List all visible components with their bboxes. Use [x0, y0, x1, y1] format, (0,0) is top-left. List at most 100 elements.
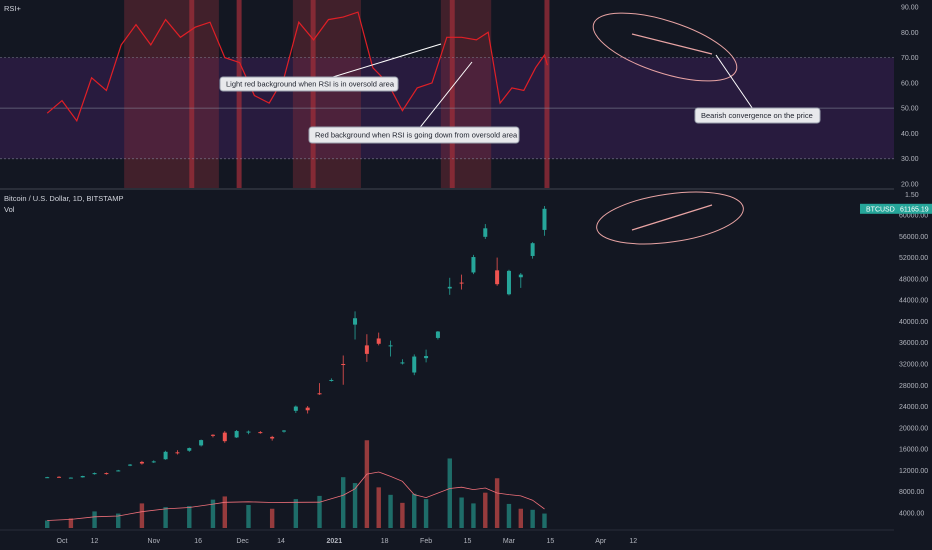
candle-body	[116, 470, 121, 472]
volume-bar	[506, 503, 512, 528]
price-axis-ticks: 60000.00 56000.00 52000.00 48000.00 44000.00…	[899, 213, 928, 518]
price-tick-label: 16000.00	[899, 447, 928, 454]
rsi-annotations: Light red background when RSI is in over…	[219, 12, 821, 144]
time-tick-label: 15	[547, 538, 555, 545]
time-tick-label: Dec	[236, 538, 249, 545]
volume-bar	[459, 497, 464, 528]
pane-separator[interactable]	[0, 188, 932, 190]
candle-body	[376, 338, 381, 344]
volume-bar	[388, 494, 393, 528]
time-scale-background	[0, 530, 932, 550]
candle-body	[317, 393, 322, 395]
volume-bar	[447, 458, 452, 528]
candle-body	[68, 477, 73, 479]
price-scale[interactable]: 90.00 80.00 70.00 60.00 50.00 40.00 30.00 20.00…	[860, 0, 932, 550]
rsi-tick-label: 70.00	[901, 55, 919, 62]
price-tick-label: 20000.00	[899, 425, 928, 432]
price-pane[interactable]: Bitcoin / U.S. Dollar, 1D, BITSTAMP Vol	[4, 184, 747, 528]
price-tick-label: 60000.00	[899, 213, 928, 220]
volume-bar	[317, 495, 322, 528]
volume-bar	[139, 503, 145, 528]
candle-body	[234, 431, 239, 438]
price-divergence-line	[631, 204, 713, 231]
candle-body	[57, 476, 62, 478]
candle-body	[139, 461, 144, 464]
rsi-highlight-bands	[124, 0, 550, 188]
price-tick-label: 12000.00	[899, 468, 928, 475]
volume-bar	[518, 508, 523, 528]
candle-body	[151, 461, 156, 463]
candle-body	[506, 270, 511, 295]
rsi-indicator-label: RSI+	[4, 4, 22, 13]
candle-body	[353, 318, 358, 325]
rsi-tick-label: 50.00	[901, 106, 919, 113]
volume-ma-line	[47, 471, 545, 521]
price-tag-symbol: BTCUSD	[866, 206, 895, 213]
volume-bar	[269, 508, 275, 528]
going-down-callout-text: Red background when RSI is going down fr…	[315, 131, 518, 140]
candle-body	[92, 473, 97, 475]
light-red-zone	[440, 0, 492, 188]
rsi-line	[46, 11, 548, 123]
volume-bar	[412, 493, 417, 528]
candle-body	[175, 452, 180, 454]
candle-body	[435, 331, 440, 338]
candle-body	[282, 430, 286, 432]
time-tick-label: 16	[194, 538, 202, 545]
candle-body	[424, 356, 429, 359]
volume-bar	[187, 506, 192, 528]
volume-bar	[92, 511, 97, 528]
candle-body	[341, 363, 346, 365]
volume-bar	[423, 499, 429, 528]
rsi-tick-label: 80.00	[901, 30, 919, 37]
red-zone	[310, 0, 316, 188]
candle-body	[400, 362, 405, 364]
volume-bar	[376, 487, 381, 528]
red-zone	[236, 0, 242, 188]
price-tick-label: 36000.00	[899, 340, 928, 347]
candle-body	[388, 345, 393, 347]
volume-bar	[222, 496, 227, 528]
candle-body	[518, 274, 523, 278]
candle-body	[495, 270, 500, 285]
candle-body	[459, 282, 464, 284]
volume-bar	[246, 504, 251, 528]
time-axis-ticks: Oct 12 Nov 16 Dec 14 2021 18 Feb 15 Mar 15 Apr 12	[57, 538, 638, 545]
candle-body	[483, 228, 488, 237]
price-tag[interactable]: BTCUSD 61165.19	[860, 203, 932, 214]
price-tick-label: 52000.00	[899, 255, 928, 262]
time-scale[interactable]: Oct 12 Nov 16 Dec 14 2021 18 Feb 15 Mar 15 Apr 12	[0, 529, 932, 550]
volume-label: Vol	[4, 205, 15, 214]
volume-bar	[471, 503, 476, 528]
candle-body	[412, 356, 417, 373]
volume-bar	[352, 483, 358, 528]
going-down-callout-pointer	[413, 61, 473, 136]
price-tick-label: 28000.00	[899, 383, 928, 390]
candle-body	[45, 477, 50, 479]
price-annotations	[596, 191, 744, 245]
rsi-pane[interactable]: Light red background when RSI is in over…	[0, 0, 894, 188]
red-zone	[189, 0, 195, 188]
rsi-tick-label: 30.00	[901, 156, 919, 163]
rsi-tick-label: 20.00	[901, 181, 919, 188]
price-divergence-ellipse	[596, 191, 744, 245]
price-tick-label: 4000.00	[899, 510, 924, 517]
price-tick-label: 56000.00	[899, 234, 928, 241]
volume-bar	[293, 499, 299, 528]
candle-body	[293, 406, 298, 411]
candle-body	[258, 432, 263, 434]
red-zone	[544, 0, 550, 188]
price-tag-value: 61165.19	[900, 206, 929, 213]
price-axis-partial-tick: 1.50	[905, 192, 919, 199]
bearish-callout-pointer	[715, 54, 758, 116]
volume-bars	[45, 440, 547, 528]
price-tick-label: 48000.00	[899, 276, 928, 283]
volume-bar	[68, 518, 74, 528]
light-red-zone	[124, 0, 219, 188]
volume-bar	[494, 478, 500, 528]
price-tick-label: 32000.00	[899, 361, 928, 368]
volume-bar	[483, 492, 488, 528]
oversold-callout-text: Light red background when RSI is in over…	[226, 80, 395, 89]
